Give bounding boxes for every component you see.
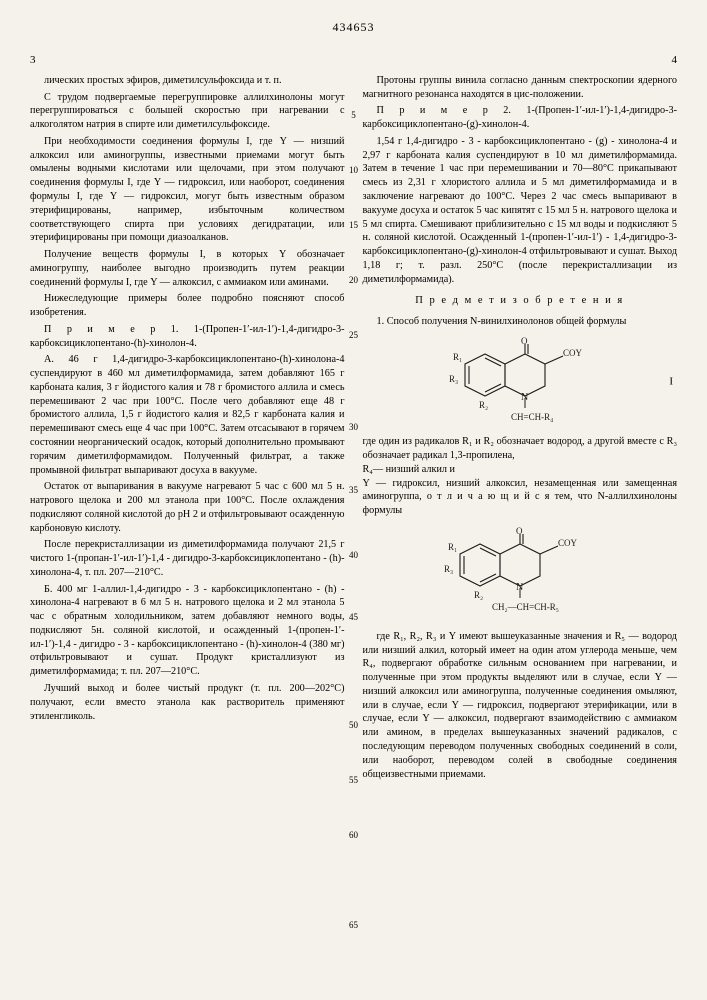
svg-text:COY: COY — [563, 348, 583, 358]
line-marker: 60 — [344, 830, 364, 840]
paragraph: Остаток от выпаривания в вакууме нагрева… — [30, 480, 345, 535]
paragraph: Получение веществ формулы I, в которых Y… — [30, 248, 345, 289]
svg-text:CH₂—CH=CH-R₅: CH₂—CH=CH-R₅ — [492, 602, 559, 612]
line-marker: 10 — [344, 165, 364, 175]
line-marker: 45 — [344, 612, 364, 622]
svg-text:R₁: R₁ — [453, 352, 462, 362]
svg-text:R₃: R₃ — [449, 374, 458, 384]
line-marker: 55 — [344, 775, 364, 785]
svg-text:COY: COY — [558, 538, 578, 548]
left-column: 3 лических простых эфиров, диметилсульфо… — [30, 53, 345, 784]
col-num-left: 3 — [30, 53, 345, 68]
svg-text:CH=CH-R₄: CH=CH-R₄ — [511, 412, 553, 422]
claim-line: Y — гидроксил, низший алкоксил, незамеще… — [363, 477, 678, 518]
svg-text:R₂: R₂ — [474, 590, 483, 600]
paragraph: А. 46 г 1,4-дигидро-3-карбоксициклопента… — [30, 353, 345, 477]
line-marker: 35 — [344, 485, 364, 495]
paragraph: При необходимости соединения формулы I, … — [30, 135, 345, 245]
line-marker: 15 — [344, 220, 364, 230]
right-column: 4 Протоны группы винила согласно данным … — [363, 53, 678, 784]
line-marker: 25 — [344, 330, 364, 340]
formula-2: N R₁ O COY R₃ R₂ CH₂—CH=CH-R₅ — [363, 524, 678, 624]
line-marker: 40 — [344, 550, 364, 560]
paragraph: лических простых эфиров, диметилсульфокс… — [30, 74, 345, 88]
line-marker: 65 — [344, 920, 364, 930]
paragraph: П р и м е р 1. 1-(Пропен-1′-ил-1′)-1,4-д… — [30, 323, 345, 351]
paragraph: Лучший выход и более чистый продукт (т. … — [30, 682, 345, 723]
svg-text:R₃: R₃ — [444, 564, 453, 574]
claim-line: R₄— низший алкил и — [363, 463, 678, 477]
claim1-intro: 1. Способ получения N-винилхинолонов общ… — [363, 315, 678, 329]
columns: 3 лических простых эфиров, диметилсульфо… — [30, 53, 677, 784]
section-title: П р е д м е т и з о б р е т е н и я — [363, 294, 678, 308]
formula-1-label: I — [669, 374, 673, 389]
line-marker: 50 — [344, 720, 364, 730]
paragraph: Протоны группы винила согласно данным сп… — [363, 74, 678, 102]
paragraph: Нижеследующие примеры более подробно поя… — [30, 292, 345, 320]
claim-line: где один из радикалов R₁ и R₂ обозначает… — [363, 435, 678, 463]
paragraph: С трудом подвергаемые перегруппировке ал… — [30, 91, 345, 132]
col-num-right: 4 — [363, 53, 678, 68]
formula-1: N R₁ O COY R₃ R₂ CH=CH-R₄ I — [363, 334, 678, 429]
line-marker: 20 — [344, 275, 364, 285]
svg-text:O: O — [516, 526, 523, 536]
svg-text:O: O — [521, 336, 528, 346]
line-marker: 30 — [344, 422, 364, 432]
svg-text:R₂: R₂ — [479, 400, 488, 410]
paragraph: После перекристаллизации из диметилформа… — [30, 538, 345, 579]
claim1-tail: где R₁, R₂, R₃ и Y имеют вышеуказанные з… — [363, 630, 678, 781]
paragraph: 1,54 г 1,4-дигидро - 3 - карбоксициклопе… — [363, 135, 678, 286]
line-marker: 5 — [344, 110, 364, 120]
svg-text:R₁: R₁ — [448, 542, 457, 552]
page: 434653 5 10 15 20 25 30 35 40 45 50 55 60 65 3 личес… — [0, 0, 707, 1000]
paragraph: Б. 400 мг 1-аллил-1,4-дигидро - 3 - карб… — [30, 583, 345, 679]
doc-number: 434653 — [30, 20, 677, 35]
paragraph: П р и м е р 2. 1-(Пропен-1′-ил-1′)-1,4-д… — [363, 104, 678, 132]
